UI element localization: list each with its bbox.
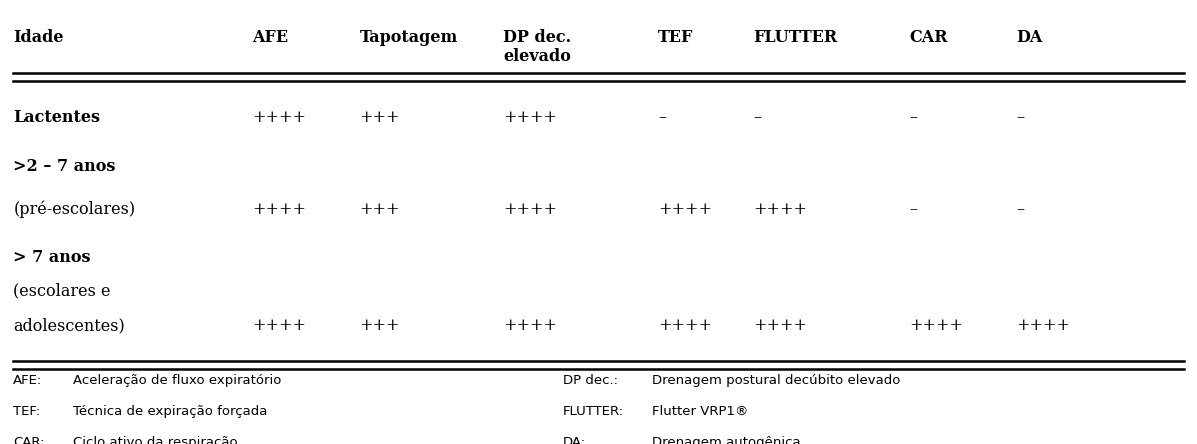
Text: –: – [658, 110, 667, 127]
Text: ++++: ++++ [503, 110, 557, 127]
Text: CAR: CAR [909, 28, 948, 46]
Text: AFE: AFE [253, 28, 288, 46]
Text: ++++: ++++ [503, 317, 557, 334]
Text: –: – [909, 201, 917, 218]
Text: +++: +++ [359, 317, 400, 334]
Text: ++++: ++++ [754, 201, 808, 218]
Text: TEF: TEF [658, 28, 693, 46]
Text: Drenagem autogênica: Drenagem autogênica [652, 436, 801, 444]
Text: FLUTTER: FLUTTER [754, 28, 838, 46]
Text: –: – [754, 110, 761, 127]
Text: Ciclo ativo da respiração: Ciclo ativo da respiração [73, 436, 238, 444]
Text: > 7 anos: > 7 anos [13, 250, 91, 266]
Text: ++++: ++++ [253, 201, 306, 218]
Text: Lactentes: Lactentes [13, 110, 101, 127]
Text: DA:: DA: [563, 436, 585, 444]
Text: CAR:: CAR: [13, 436, 44, 444]
Text: ++++: ++++ [253, 317, 306, 334]
Text: ++++: ++++ [909, 317, 964, 334]
Text: Técnica de expiração forçada: Técnica de expiração forçada [73, 405, 267, 418]
Text: DA: DA [1016, 28, 1043, 46]
Text: (escolares e: (escolares e [13, 282, 111, 299]
Text: AFE:: AFE: [13, 374, 43, 387]
Text: (pré-escolares): (pré-escolares) [13, 201, 135, 218]
Text: ++++: ++++ [253, 110, 306, 127]
Text: FLUTTER:: FLUTTER: [563, 405, 624, 418]
Text: ++++: ++++ [503, 201, 557, 218]
Text: –: – [1016, 201, 1025, 218]
Text: DP dec.:: DP dec.: [563, 374, 618, 387]
Text: ++++: ++++ [658, 317, 712, 334]
Text: +++: +++ [359, 110, 400, 127]
Text: DP dec.
elevado: DP dec. elevado [503, 28, 571, 65]
Text: ++++: ++++ [754, 317, 808, 334]
Text: ++++: ++++ [1016, 317, 1070, 334]
Text: Flutter VRP1®: Flutter VRP1® [652, 405, 748, 418]
Text: Tapotagem: Tapotagem [359, 28, 458, 46]
Text: >2 – 7 anos: >2 – 7 anos [13, 158, 116, 175]
Text: ++++: ++++ [658, 201, 712, 218]
Text: Drenagem postural decúbito elevado: Drenagem postural decúbito elevado [652, 374, 900, 387]
Text: –: – [1016, 110, 1025, 127]
Text: adolescentes): adolescentes) [13, 317, 124, 334]
Text: –: – [909, 110, 917, 127]
Text: Idade: Idade [13, 28, 63, 46]
Text: +++: +++ [359, 201, 400, 218]
Text: TEF:: TEF: [13, 405, 41, 418]
Text: Aceleração de fluxo expiratório: Aceleração de fluxo expiratório [73, 374, 281, 387]
